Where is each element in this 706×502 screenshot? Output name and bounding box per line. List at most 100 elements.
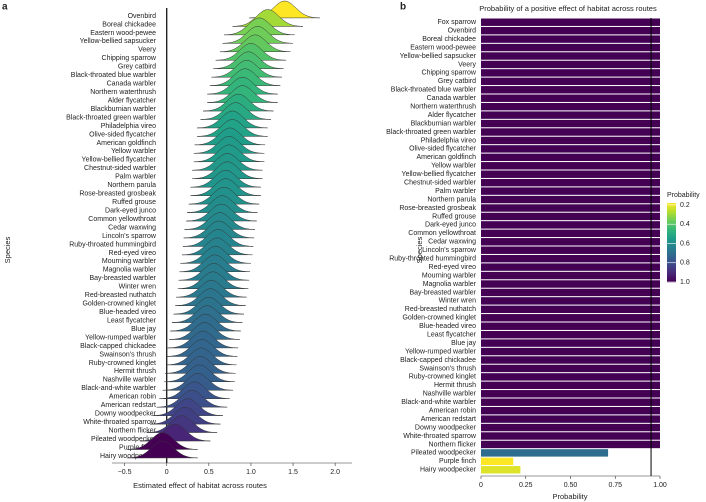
ridge: [156, 389, 228, 408]
y-tick-label: Ruby-crowned kinglet: [409, 374, 476, 381]
y-tick-label: Olive-sided flycatcher: [409, 146, 477, 153]
y-tick-label: Bay-breasted warbler: [89, 275, 156, 282]
bar: [481, 153, 660, 162]
bar: [481, 26, 660, 35]
panel-label: a: [2, 2, 8, 13]
chart-title: Probability of a positive effect of habi…: [479, 4, 657, 13]
bar: [481, 457, 514, 466]
y-tick-label: Blackburnian warbler: [91, 106, 157, 113]
y-tick-label: Yellow-bellied flycatcher: [402, 171, 477, 178]
bar: [481, 466, 521, 474]
bar: [481, 204, 660, 212]
colorbar-cell: [667, 278, 676, 281]
bar: [481, 263, 660, 271]
y-tick-label: Downy woodpecker: [415, 424, 477, 431]
y-tick-label: Veery: [138, 47, 156, 54]
y-tick-label: American redstart: [421, 416, 476, 423]
ridge: [127, 440, 198, 459]
colorbar-cell: [667, 216, 676, 220]
x-tick-label: 1.0: [246, 469, 256, 476]
colorbar-cell: [667, 203, 676, 206]
bar: [481, 35, 660, 43]
ridge: [209, 68, 281, 86]
bar: [481, 288, 660, 297]
colorbar-cell: [667, 204, 676, 208]
ridge: [202, 93, 274, 112]
x-axis-label: Estimated effect of habitat across route…: [133, 481, 267, 490]
y-tick-label: Swainson's thrush: [99, 351, 156, 358]
colorbar-cell: [667, 226, 676, 230]
y-tick-label: Yellow-bellied sapsucker: [80, 38, 157, 45]
y-tick-label: Black-throated blue warbler: [71, 72, 157, 79]
y-tick-label: Boreal chickadee: [102, 21, 156, 28]
colorbar: [667, 203, 676, 283]
x-tick-label: 2.0: [330, 469, 340, 476]
y-axis-label: Species: [415, 236, 424, 263]
y-tick-label: White-throated sparrow: [83, 419, 157, 426]
bar: [481, 440, 660, 449]
y-tick-label: Purple finch: [119, 444, 156, 451]
bar: [481, 398, 660, 406]
colorbar-cell: [667, 232, 676, 236]
colorbar-cell: [667, 236, 676, 240]
y-tick-label: Nashville warbler: [103, 377, 157, 384]
y-tick-label: Northern flicker: [109, 427, 157, 434]
bar: [481, 18, 660, 26]
y-axis-label: Species: [3, 236, 12, 263]
ridge: [152, 398, 224, 416]
bar: [481, 364, 660, 373]
y-tick-label: Rose-breasted grosbeak: [79, 191, 156, 198]
bar: [481, 314, 660, 322]
y-tick-label: Yellow warbler: [431, 163, 477, 170]
y-tick-label: Hairy woodpecker: [420, 467, 477, 474]
y-tick-label: Ruffed grouse: [432, 213, 476, 220]
x-tick-label: 0.25: [519, 482, 533, 489]
y-tick-label: Rose-breasted grosbeak: [399, 205, 476, 212]
y-tick-label: Alder flycatcher: [108, 97, 157, 104]
bar: [481, 356, 660, 364]
colorbar-cell: [667, 252, 676, 255]
legend-label: 0.2: [680, 202, 690, 209]
legend-label: 0.4: [680, 221, 690, 228]
y-tick-label: Boreal chickadee: [422, 36, 476, 43]
y-tick-label: Magnolia warbler: [423, 281, 477, 288]
y-tick-label: Blue-headed vireo: [419, 323, 476, 330]
bar: [481, 339, 660, 347]
bar: [481, 60, 660, 69]
bar: [481, 297, 660, 305]
y-tick-label: Golden-crowned kinglet: [402, 315, 476, 322]
bar: [481, 406, 660, 415]
y-tick-label: Lincoln's sparrow: [102, 233, 157, 240]
y-tick-label: American goldfinch: [96, 140, 156, 147]
y-tick-label: Downy woodpecker: [95, 411, 157, 418]
y-tick-label: Magnolia warbler: [103, 267, 157, 274]
bar: [481, 229, 660, 238]
y-tick-label: Eastern wood-pewee: [90, 30, 156, 37]
y-tick-label: Alder flycatcher: [428, 112, 477, 119]
y-tick-label: Purple finch: [439, 458, 476, 465]
bar: [481, 254, 660, 263]
colorbar-cell: [667, 228, 676, 232]
y-tick-label: Hermit thrush: [434, 382, 476, 389]
x-tick-label: 0.5: [204, 469, 214, 476]
colorbar-cell: [667, 280, 676, 283]
bar: [481, 322, 660, 330]
colorbar-cell: [667, 212, 676, 216]
colorbar-cell: [667, 246, 676, 249]
bar: [481, 432, 660, 440]
y-tick-label: Cedar waxwing: [108, 224, 156, 231]
bar: [481, 94, 660, 102]
y-tick-label: Black-and-white warbler: [81, 385, 156, 392]
y-tick-label: Nashville warbler: [423, 391, 477, 398]
y-tick-label: Northern parula: [427, 196, 476, 203]
y-tick-label: Red-breasted nuthatch: [405, 306, 476, 313]
bar: [481, 238, 660, 246]
y-tick-label: Fox sparrow: [437, 19, 476, 26]
bar: [481, 221, 660, 229]
y-tick-label: Lincoln's sparrow: [422, 247, 477, 254]
y-tick-label: Black-throated green warbler: [66, 114, 157, 121]
colorbar-cell: [667, 260, 676, 263]
y-tick-label: Northern parula: [107, 182, 156, 189]
colorbar-cell: [667, 256, 676, 259]
